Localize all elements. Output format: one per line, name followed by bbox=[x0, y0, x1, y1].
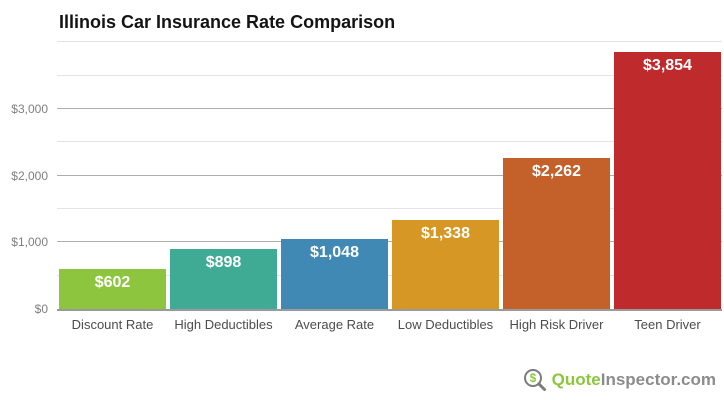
plot-area: $602 $898 $1,048 $1,338 $2,262 $3,854 bbox=[57, 41, 722, 311]
brand-text: QuoteInspector.com bbox=[552, 367, 716, 393]
bar-value-label: $1,048 bbox=[310, 244, 359, 261]
x-axis-label-low-deductibles: Low Deductibles bbox=[397, 317, 494, 332]
minor-gridline-3500 bbox=[57, 74, 722, 76]
bar-series: $602 $898 $1,048 $1,338 $2,262 $3,854 bbox=[59, 42, 721, 309]
bar-value-label: $602 bbox=[94, 274, 131, 291]
y-tick-label-3000: $3,000 bbox=[11, 102, 48, 116]
x-axis: Discount Rate High Deductibles Average Rat… bbox=[57, 317, 722, 332]
y-tick-label-1000: $1,000 bbox=[11, 235, 48, 250]
x-axis-label-high-deductibles: High Deductibles bbox=[174, 317, 273, 332]
y-tick-label-0: $0 bbox=[34, 302, 48, 316]
chart-title: Illinois Car Insurance Rate Comparison bbox=[59, 12, 396, 32]
bar-low-deductibles: $1,338 bbox=[392, 220, 499, 309]
dollar-glyph: $ bbox=[529, 373, 536, 385]
bar-value-label: $898 bbox=[205, 254, 242, 271]
minor-gridline-1500 bbox=[57, 208, 722, 209]
x-axis-label-high-risk-driver: High Risk Driver bbox=[509, 317, 604, 332]
major-gridline-2000 bbox=[57, 174, 722, 176]
y-axis: $0 $1,000 $2,000 $3,000 bbox=[0, 42, 48, 316]
y-tick-label-2000: $2,000 bbox=[11, 168, 48, 183]
magnifier-dollar-icon: $ bbox=[523, 369, 546, 391]
bar-average-rate: $1,048 bbox=[281, 239, 388, 309]
minor-gridline-4000 bbox=[57, 41, 722, 43]
bar-value-label: $3,854 bbox=[643, 57, 692, 74]
bar-high-risk-driver: $2,262 bbox=[503, 158, 610, 309]
bar-value-label: $1,338 bbox=[421, 225, 470, 242]
brand-text-green: Quote bbox=[551, 370, 601, 389]
x-axis-label-teen-driver: Teen Driver bbox=[634, 317, 701, 332]
x-axis-label-discount-rate: Discount Rate bbox=[71, 317, 154, 332]
watermark-logo: $ QuoteInspector.com bbox=[522, 367, 716, 393]
minor-gridline-2500 bbox=[57, 141, 722, 143]
major-gridline-3000 bbox=[57, 108, 722, 109]
major-gridline-1000 bbox=[57, 241, 722, 243]
bar-discount-rate: $602 bbox=[59, 269, 166, 309]
x-axis-label-average-rate: Average Rate bbox=[294, 317, 375, 332]
minor-gridline-500 bbox=[57, 274, 722, 276]
bar-high-deductibles: $898 bbox=[170, 249, 277, 309]
bar-teen-driver: $3,854 bbox=[614, 52, 721, 309]
bar-value-label: $2,262 bbox=[532, 163, 581, 180]
brand-text-gray: Inspector.com bbox=[600, 370, 716, 389]
